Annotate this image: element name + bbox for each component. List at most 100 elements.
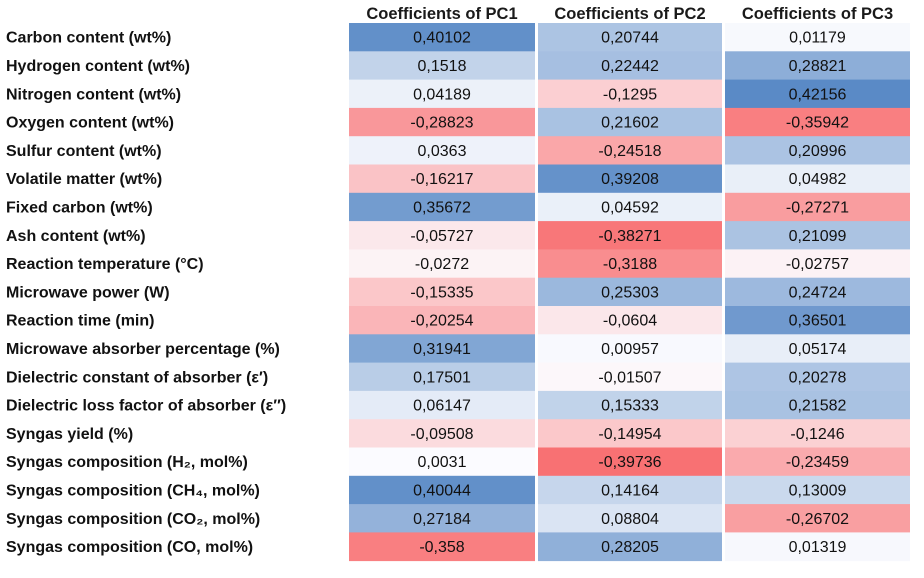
cell-value-label: 0,28821 — [789, 58, 847, 75]
heatmap-cell — [538, 107, 722, 137]
heatmap-cell — [349, 277, 535, 307]
cell-value-label: 0,35672 — [413, 199, 471, 216]
row-label-nitrogen-content-wt: Nitrogen content (wt%) — [6, 86, 181, 103]
row-label-sulfur-content-wt: Sulfur content (wt%) — [6, 143, 162, 160]
cell-value-label: 0,17501 — [413, 369, 471, 386]
cell-value-label: -0,02757 — [786, 256, 849, 273]
cell-value-label: 0,31941 — [413, 341, 471, 358]
cell-value-label: 0,08804 — [601, 511, 659, 528]
cell-value-label: 0,20996 — [789, 143, 847, 160]
heatmap-cell — [725, 475, 910, 505]
heatmap-cell — [538, 79, 722, 109]
row-label-syngas-composition-h2-mol: Syngas composition (H₂, mol%) — [6, 454, 248, 471]
cell-value-label: 0,28205 — [601, 539, 659, 556]
heatmap-cells: 0,40102 0,20744 0,01179 0,1518 0,22442 0,2882… — [349, 23, 910, 562]
heatmap-cell — [349, 447, 535, 477]
heatmap-cell — [538, 390, 722, 420]
row-label-dielectric-loss-factor-of-absorber: Dielectric loss factor of absorber (ε″) — [6, 398, 286, 415]
cell-value-label: -0,3188 — [603, 256, 657, 273]
heatmap-cell — [538, 504, 722, 533]
heatmap-cell — [725, 532, 910, 562]
cell-value-label: -0,358 — [419, 539, 464, 556]
heatmap-cell — [725, 51, 910, 80]
cell-value-label: -0,1295 — [603, 86, 657, 103]
heatmap-cell — [538, 51, 722, 80]
cell-value-label: 0,22442 — [601, 58, 659, 75]
heatmap-cell — [725, 79, 910, 109]
row-label-dielectric-constant-of-absorber: Dielectric constant of absorber (ε′) — [6, 369, 268, 386]
column-header-pc1: Coefficients of PC1 — [366, 5, 517, 23]
heatmap-cell — [349, 164, 535, 194]
cell-value-label: -0,35942 — [786, 115, 849, 132]
cell-value-label: -0,1246 — [790, 426, 844, 443]
heatmap-cell — [349, 475, 535, 505]
heatmap-cell — [349, 306, 535, 335]
cell-value-label: -0,26702 — [786, 511, 849, 528]
heatmap-cell — [538, 164, 722, 194]
column-header-pc2: Coefficients of PC2 — [554, 5, 705, 23]
cell-value-label: 0,04982 — [789, 171, 847, 188]
cell-value-label: -0,09508 — [410, 426, 473, 443]
heatmap-cell — [349, 51, 535, 80]
row-label-microwave-power-w: Microwave power (W) — [6, 284, 170, 301]
row-label-reaction-temperature-c: Reaction temperature (°C) — [6, 256, 204, 273]
cell-value-label: 0,39208 — [601, 171, 659, 188]
row-label-oxygen-content-wt: Oxygen content (wt%) — [6, 115, 174, 132]
heatmap-cell — [349, 23, 535, 52]
heatmap-cell — [538, 475, 722, 505]
heatmap-cell — [349, 107, 535, 137]
heatmap-cell — [538, 249, 722, 279]
cell-value-label: 0,1518 — [418, 58, 467, 75]
heatmap-cell — [725, 192, 910, 222]
cell-value-label: 0,24724 — [789, 284, 847, 301]
column-headers: Coefficients of PC1 Coefficients of PC2 Co… — [366, 5, 893, 23]
cell-value-label: 0,21582 — [789, 398, 847, 415]
row-label-reaction-time-min: Reaction time (min) — [6, 313, 154, 330]
heatmap-cell — [725, 334, 910, 363]
heatmap-cell — [538, 277, 722, 307]
heatmap-cell — [725, 504, 910, 533]
cell-value-label: 0,42156 — [789, 86, 847, 103]
row-label-syngas-composition-co-mol: Syngas composition (CO, mol%) — [6, 539, 253, 556]
heatmap-cell — [538, 532, 722, 562]
row-label-microwave-absorber-percentage: Microwave absorber percentage (%) — [6, 341, 280, 358]
cell-value-label: -0,05727 — [410, 228, 473, 245]
heatmap-cell — [725, 221, 910, 250]
heatmap-cell — [349, 192, 535, 222]
heatmap-cell — [725, 306, 910, 335]
cell-value-label: 0,40102 — [413, 30, 471, 47]
cell-value-label: -0,27271 — [786, 199, 849, 216]
heatmap-cell — [725, 362, 910, 392]
cell-value-label: 0,40044 — [413, 482, 471, 499]
cell-value-label: -0,23459 — [786, 454, 849, 471]
row-label-volatile-matter-wt: Volatile matter (wt%) — [6, 171, 162, 188]
cell-value-label: 0,21602 — [601, 115, 659, 132]
row-label-syngas-yield: Syngas yield (%) — [6, 426, 133, 443]
row-labels: Carbon content (wt%) Hydrogen content (wt… — [6, 30, 286, 556]
heatmap-cell — [725, 447, 910, 477]
cell-value-label: -0,28823 — [410, 115, 473, 132]
heatmap-cell — [725, 277, 910, 307]
heatmap-cell — [349, 362, 535, 392]
heatmap-cell — [725, 107, 910, 137]
cell-value-label: -0,14954 — [598, 426, 661, 443]
row-label-syngas-composition-ch4-mol: Syngas composition (CH₄, mol%) — [6, 482, 260, 499]
column-header-pc3: Coefficients of PC3 — [742, 5, 893, 23]
heatmap-cell — [538, 334, 722, 363]
heatmap-cell — [538, 23, 722, 52]
cell-value-label: 0,14164 — [601, 482, 659, 499]
heatmap-cell — [725, 249, 910, 279]
cell-value-label: 0,01179 — [789, 30, 846, 47]
cell-value-label: -0,0604 — [603, 313, 657, 330]
heatmap-cell — [349, 390, 535, 420]
heatmap-cell — [349, 334, 535, 363]
heatmap-cell — [538, 447, 722, 477]
cell-value-label: 0,0363 — [418, 143, 467, 160]
cell-value-label: 0,06147 — [413, 398, 471, 415]
heatmap-cell — [725, 164, 910, 194]
heatmap-cell — [538, 306, 722, 335]
cell-value-label: 0,13009 — [789, 482, 847, 499]
heatmap-cell — [349, 504, 535, 533]
heatmap-cell — [725, 136, 910, 165]
